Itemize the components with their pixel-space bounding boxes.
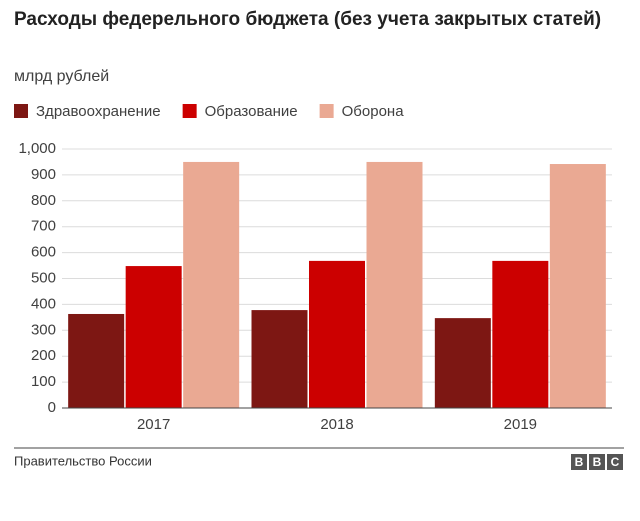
logo-box: [589, 454, 605, 470]
source: Правительство России: [14, 453, 152, 468]
chart-title: Расходы федерельного бюджета (без учета …: [14, 9, 602, 30]
bar: [549, 164, 606, 408]
bar: [125, 266, 182, 408]
logo-box: [571, 454, 587, 470]
y-tick-label: 900: [31, 166, 56, 183]
bar: [434, 318, 491, 408]
y-tick-label: 0: [48, 399, 56, 416]
y-tick-label: 200: [31, 347, 56, 364]
bar: [251, 310, 308, 408]
y-tick-label: 500: [31, 269, 56, 286]
bar: [309, 260, 365, 408]
y-tick-label: 400: [31, 295, 56, 312]
y-tick-label: 700: [31, 218, 56, 235]
x-tick-label: 2018: [320, 416, 353, 433]
logo-box: [607, 454, 623, 470]
legend-swatch: [14, 104, 28, 118]
y-tick-label: 300: [31, 321, 56, 338]
legend-label: Здравоохранение: [36, 103, 161, 120]
y-tick-label: 800: [31, 192, 56, 209]
bar: [183, 161, 240, 408]
logo-letter: B: [593, 455, 602, 469]
bar: [366, 161, 423, 408]
logo-letter: C: [611, 455, 620, 469]
x-tick-label: 2017: [137, 416, 170, 433]
legend-swatch: [182, 104, 197, 118]
y-tick-label: 1,000: [18, 140, 56, 157]
x-tick-label: 2019: [504, 416, 537, 433]
logo-letter: B: [575, 455, 584, 469]
y-tick-label: 100: [31, 373, 56, 390]
legend-label: Образование: [205, 103, 298, 120]
y-tick-label: 600: [31, 244, 56, 261]
legend-label: Оборона: [342, 103, 405, 120]
bar: [492, 260, 549, 408]
bar: [68, 313, 125, 408]
legend-swatch: [319, 104, 334, 118]
chart-subtitle: млрд рублей: [14, 68, 110, 85]
